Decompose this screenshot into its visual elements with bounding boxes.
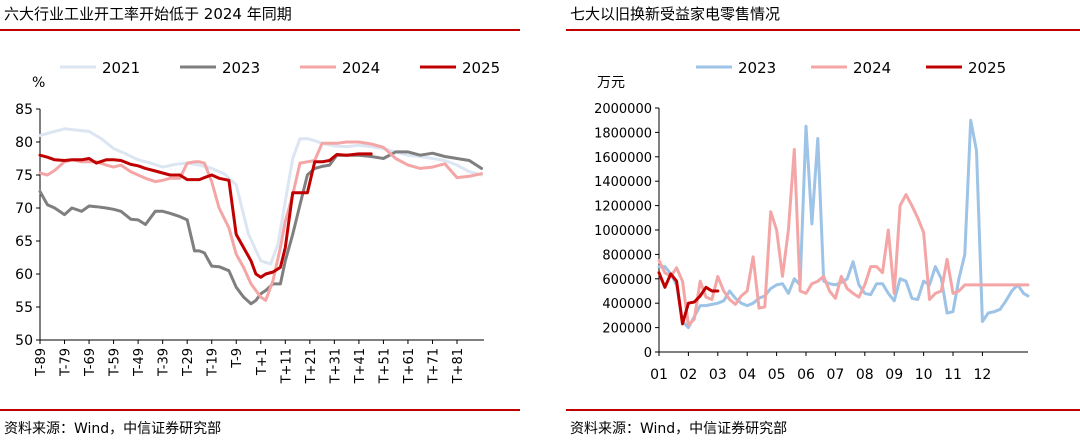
left-y-tick-label: 65 <box>15 234 33 250</box>
right-x-tick-label: 04 <box>738 367 756 383</box>
left-x-tick-label: T+31 <box>328 348 343 384</box>
left-top-rule <box>0 29 520 31</box>
right-y-tick-label: 1400000 <box>594 175 652 190</box>
right-bottom-rule <box>566 409 1080 411</box>
right-series-line-2025 <box>657 271 720 326</box>
left-x-tick-label: T-79 <box>59 348 74 377</box>
left-x-tick-label: T-49 <box>132 348 147 377</box>
right-x-tick-label: 03 <box>709 367 727 383</box>
right-y-tick-label: 800000 <box>602 248 652 263</box>
right-legend-label-2024: 2024 <box>853 59 891 77</box>
left-x-tick-label: T+61 <box>402 348 417 384</box>
left-unit-label: % <box>32 75 45 91</box>
right-series-line-2023 <box>657 118 1030 330</box>
left-x-tick-label: T-19 <box>206 348 221 377</box>
left-bottom-rule <box>0 409 520 411</box>
left-x-tick-label: T-89 <box>34 348 49 377</box>
left-series-line-2021 <box>38 127 483 266</box>
left-x-tick-label: T+71 <box>426 348 441 384</box>
right-y-tick-label: 1800000 <box>594 126 652 141</box>
left-x-tick-label: T+41 <box>353 348 368 384</box>
left-x-tick-label: T-69 <box>83 348 98 377</box>
left-y-tick-label: 85 <box>15 102 33 118</box>
right-series-line-2024 <box>657 148 1030 327</box>
left-y-tick-label: 55 <box>15 300 33 316</box>
right-y-tick-label: 0 <box>644 346 652 361</box>
right-x-tick-label: 08 <box>856 367 874 383</box>
left-x-tick-label: T-59 <box>108 348 123 377</box>
right-chart-title: 七大以旧换新受益家电零售情况 <box>570 5 781 23</box>
left-x-tick-label: T+81 <box>451 348 466 384</box>
right-chart: 万元 0 200000 400000 600000 800000 1000000 120000… <box>594 59 1030 383</box>
left-x-tick-label: T+11 <box>279 348 294 384</box>
right-x-tick-label: 12 <box>974 367 992 383</box>
left-x-tick-label: T+51 <box>377 348 392 384</box>
right-unit-label: 万元 <box>597 75 625 91</box>
left-x-tick-label: T-29 <box>181 348 196 377</box>
right-y-tick-label: 1200000 <box>594 200 652 215</box>
right-x-tick-label: 05 <box>768 367 786 383</box>
left-series-line-2024 <box>38 140 483 302</box>
left-y-tick-label: 50 <box>15 333 33 349</box>
left-legend-label-2025: 2025 <box>462 59 500 77</box>
right-x-tick-label: 06 <box>797 367 815 383</box>
left-y-tick-label: 80 <box>15 135 33 151</box>
right-y-tick-label: 400000 <box>602 297 652 312</box>
right-y-tick-label: 1600000 <box>594 151 652 166</box>
right-source-note: 资料来源：Wind，中信证券研究部 <box>570 421 788 437</box>
left-y-tick-label: 70 <box>15 201 33 217</box>
right-y-tick-label: 1000000 <box>594 224 652 239</box>
right-y-tick-label: 200000 <box>602 322 652 337</box>
left-x-tick-label: T-39 <box>157 348 172 377</box>
left-x-tick-label: T-9 <box>230 348 245 369</box>
right-y-tick-label: 2000000 <box>594 102 652 117</box>
left-panel: 六大行业工业开工率开始低于 2024 年同期 % 50 55 60 65 70 75 80 85… <box>0 0 520 441</box>
left-series-line-2023 <box>38 150 483 306</box>
right-x-tick-label: 10 <box>915 367 933 383</box>
right-top-rule <box>566 29 1080 31</box>
right-x-tick-label: 02 <box>679 367 697 383</box>
left-chart: % 50 55 60 65 70 75 80 85 T-89 T-79 T-69 T-59 T-49 T-3… <box>15 59 500 384</box>
right-legend-label-2025: 2025 <box>968 59 1006 77</box>
left-legend-label-2024: 2024 <box>342 59 380 77</box>
left-x-tick-label: T+1 <box>255 348 270 376</box>
left-source-note: 资料来源：Wind，中信证券研究部 <box>4 421 222 437</box>
right-y-tick-label: 600000 <box>602 273 652 288</box>
left-y-tick-label: 60 <box>15 267 33 283</box>
left-legend-label-2023: 2023 <box>222 59 260 77</box>
right-panel: 七大以旧换新受益家电零售情况 万元 0 200000 400000 600000 8000… <box>566 0 1080 441</box>
left-legend-label-2021: 2021 <box>102 59 140 77</box>
right-x-tick-label: 07 <box>827 367 845 383</box>
left-y-tick-label: 75 <box>15 168 33 184</box>
left-x-tick-label: T+21 <box>304 348 319 384</box>
right-legend-label-2023: 2023 <box>738 59 776 77</box>
right-x-tick-label: 01 <box>650 367 668 383</box>
left-series-line-2025 <box>38 152 373 279</box>
left-chart-title: 六大行业工业开工率开始低于 2024 年同期 <box>4 5 292 23</box>
right-x-tick-label: 09 <box>885 367 903 383</box>
right-x-tick-label: 11 <box>944 367 962 383</box>
